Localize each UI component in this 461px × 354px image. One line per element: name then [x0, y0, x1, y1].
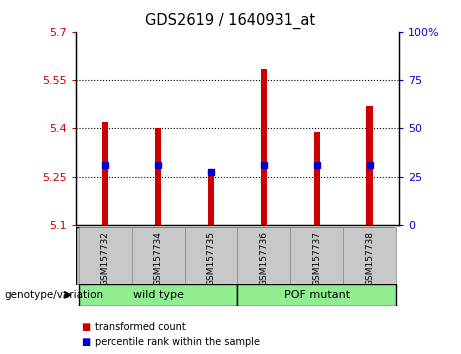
- Text: GSM157737: GSM157737: [312, 231, 321, 286]
- Bar: [237, 284, 396, 306]
- Text: wild type: wild type: [133, 290, 183, 300]
- Bar: [131, 227, 184, 285]
- Text: POF mutant: POF mutant: [284, 290, 350, 300]
- Bar: [366, 106, 373, 225]
- Text: GSM157738: GSM157738: [365, 231, 374, 286]
- Bar: [237, 227, 290, 285]
- Text: GSM157736: GSM157736: [260, 231, 268, 286]
- Bar: [343, 227, 396, 285]
- Bar: [184, 227, 237, 285]
- Text: genotype/variation: genotype/variation: [5, 290, 104, 300]
- Bar: [155, 128, 161, 225]
- Bar: [313, 132, 320, 225]
- Bar: [79, 284, 237, 306]
- Text: transformed count: transformed count: [95, 322, 186, 332]
- Bar: [260, 69, 267, 225]
- Bar: [102, 122, 108, 225]
- Bar: [290, 227, 343, 285]
- Text: GSM157734: GSM157734: [154, 231, 163, 286]
- Text: GSM157732: GSM157732: [100, 231, 110, 286]
- Bar: [208, 170, 214, 225]
- Bar: [79, 227, 131, 285]
- Text: percentile rank within the sample: percentile rank within the sample: [95, 337, 260, 347]
- Text: GSM157735: GSM157735: [207, 231, 215, 286]
- Text: ■: ■: [81, 337, 90, 347]
- Text: GDS2619 / 1640931_at: GDS2619 / 1640931_at: [145, 12, 316, 29]
- Text: ■: ■: [81, 322, 90, 332]
